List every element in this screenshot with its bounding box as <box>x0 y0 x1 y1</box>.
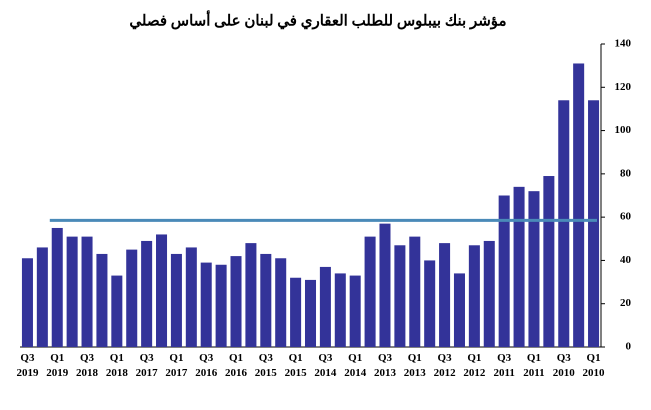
bar <box>573 63 585 347</box>
bar <box>200 262 212 347</box>
bar <box>21 258 33 347</box>
x-tick-label: Q3 2018 <box>76 352 99 379</box>
bar <box>111 275 123 347</box>
x-tick-label: Q3 2012 <box>433 352 456 379</box>
bar <box>156 234 168 347</box>
bar <box>66 236 78 347</box>
x-tick-label: Q1 2017 <box>165 352 188 379</box>
x-tick-label: Q3 2015 <box>254 352 277 379</box>
y-tick-label: 0 <box>626 341 632 353</box>
x-tick-label: Q1 2014 <box>344 352 367 379</box>
bar <box>141 240 153 347</box>
bar <box>349 275 361 347</box>
bar <box>498 195 510 347</box>
y-tick-label: 140 <box>615 38 632 50</box>
bar <box>364 236 376 347</box>
bar <box>275 258 287 347</box>
x-tick-label: Q1 2016 <box>225 352 247 379</box>
x-tick-label: Q1 2011 <box>523 352 545 379</box>
y-tick-label: 80 <box>620 167 632 179</box>
bar <box>543 176 555 347</box>
bar <box>483 240 495 347</box>
bar <box>424 260 436 347</box>
bar <box>215 264 227 347</box>
bar <box>334 273 346 347</box>
bar <box>245 243 257 347</box>
bar <box>170 253 182 347</box>
x-tick-label: Q3 2016 <box>195 352 218 379</box>
x-tick-label: Q3 2019 <box>16 352 39 379</box>
bar <box>51 227 63 347</box>
x-tick-label: Q1 2012 <box>463 352 486 379</box>
y-tick-label: 60 <box>620 211 632 223</box>
bar <box>468 245 480 347</box>
bar <box>96 253 108 347</box>
x-tick-label: Q3 2017 <box>135 352 158 379</box>
bar <box>36 247 48 347</box>
y-tick-label: 100 <box>615 124 632 136</box>
bar <box>439 243 451 347</box>
bar <box>230 256 242 347</box>
bar <box>528 191 540 347</box>
bar <box>394 245 406 347</box>
bar <box>558 100 570 348</box>
bar <box>260 253 272 347</box>
bar <box>379 223 391 347</box>
y-tick-label: 20 <box>620 297 632 309</box>
x-tick-label: Q3 2011 <box>493 352 515 379</box>
x-tick-label: Q3 2014 <box>314 352 337 379</box>
chart-title: مؤشر بنك بيبلوس للطلب العقاري في لبنان ع… <box>129 9 506 30</box>
bar <box>588 100 600 348</box>
x-tick-label: Q3 2010 <box>552 352 575 379</box>
x-tick-label: Q1 2010 <box>582 352 605 379</box>
bar <box>290 277 302 347</box>
bar <box>126 249 138 347</box>
bar <box>409 236 421 347</box>
bar <box>513 186 525 347</box>
bar <box>453 273 465 347</box>
x-tick-label: Q3 2013 <box>373 352 396 379</box>
y-tick-label: 40 <box>620 254 632 266</box>
x-tick-label: Q1 2018 <box>105 352 128 379</box>
x-tick-label: Q1 2019 <box>46 352 69 379</box>
bar <box>319 266 331 347</box>
y-tick-label: 120 <box>615 81 632 93</box>
x-tick-label: Q1 2013 <box>403 352 426 379</box>
bar <box>81 236 93 347</box>
bar <box>185 247 197 347</box>
x-tick-label: Q1 2015 <box>284 352 307 379</box>
bar <box>304 279 317 347</box>
